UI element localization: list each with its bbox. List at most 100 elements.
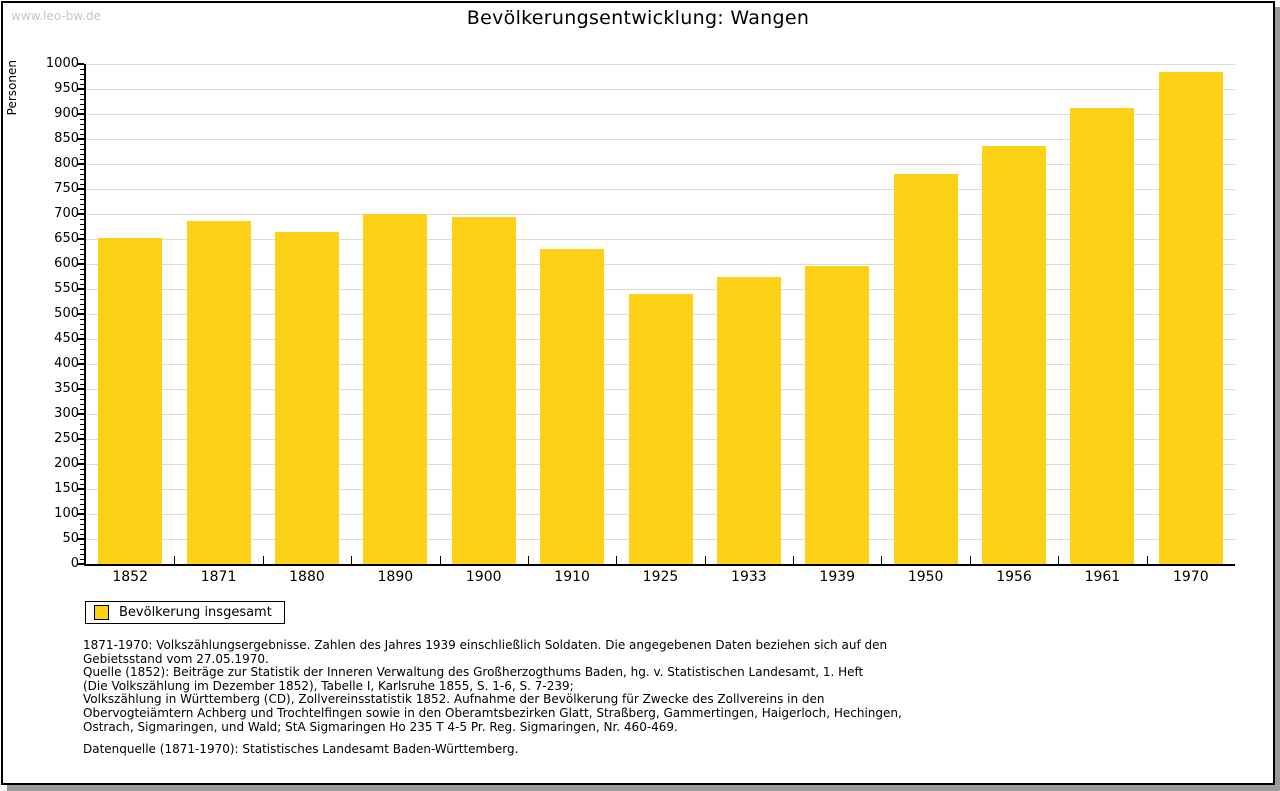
- y-tick-label: 400: [54, 356, 79, 371]
- x-tick-label: 1956: [996, 569, 1032, 585]
- gridline: [86, 138, 1235, 140]
- y-minor-tick: [80, 129, 84, 130]
- y-tick-label: 650: [54, 231, 79, 246]
- y-minor-tick: [80, 74, 84, 75]
- y-minor-tick: [80, 329, 84, 330]
- x-tick-label: 1933: [731, 569, 767, 585]
- legend: Bevölkerung insgesamt: [85, 601, 285, 624]
- y-minor-tick: [80, 219, 84, 220]
- bar: [451, 216, 516, 564]
- x-tick-label: 1871: [200, 569, 237, 585]
- y-minor-tick: [80, 284, 84, 285]
- y-tick-label: 50: [62, 531, 79, 546]
- y-minor-tick: [80, 384, 84, 385]
- y-minor-tick: [80, 474, 84, 475]
- footnote-sources: 1871-1970: Volkszählungsergebnisse. Zahl…: [83, 638, 902, 734]
- y-major-tick: [77, 113, 84, 115]
- y-minor-tick: [80, 99, 84, 100]
- y-major-tick: [77, 88, 84, 90]
- y-axis-labels: 0 50 100 150 200 250 300 350 400 450 500 550 600 650 7…: [3, 56, 79, 571]
- y-minor-tick: [80, 549, 84, 550]
- y-minor-tick: [80, 149, 84, 150]
- y-minor-tick: [80, 324, 84, 325]
- y-tick-label: 750: [54, 181, 79, 196]
- y-minor-tick: [80, 159, 84, 160]
- gridline: [86, 238, 1235, 240]
- y-major-tick: [77, 213, 84, 215]
- y-major-tick: [77, 63, 84, 65]
- y-major-tick: [77, 538, 84, 540]
- bar: [893, 174, 958, 564]
- y-minor-tick: [80, 484, 84, 485]
- y-minor-tick: [80, 194, 84, 195]
- y-major-tick: [77, 188, 84, 190]
- y-minor-tick: [80, 494, 84, 495]
- bar: [982, 145, 1047, 564]
- y-major-tick: [77, 513, 84, 515]
- gridline: [86, 288, 1235, 290]
- y-minor-tick: [80, 174, 84, 175]
- y-minor-tick: [80, 354, 84, 355]
- y-minor-tick: [80, 229, 84, 230]
- bar: [805, 265, 870, 564]
- y-minor-tick: [80, 79, 84, 80]
- y-major-tick: [77, 238, 84, 240]
- y-major-tick: [77, 363, 84, 365]
- y-minor-tick: [80, 374, 84, 375]
- x-axis-line: [84, 564, 1235, 566]
- gridline: [86, 188, 1235, 190]
- plot-area: [77, 63, 1235, 566]
- y-minor-tick: [80, 119, 84, 120]
- x-tick-label: 1961: [1084, 569, 1121, 585]
- footnotes: 1871-1970: Volkszählungsergebnisse. Zahl…: [83, 638, 1203, 757]
- y-tick-label: 950: [54, 81, 79, 96]
- y-minor-tick: [80, 459, 84, 460]
- y-axis-line: [84, 64, 86, 566]
- y-tick-label: 800: [54, 156, 79, 171]
- y-minor-tick: [80, 429, 84, 430]
- y-minor-tick: [80, 349, 84, 350]
- footnote-datasource: Datenquelle (1871-1970): Statistisches L…: [83, 742, 519, 757]
- y-minor-tick: [80, 529, 84, 530]
- gridline: [86, 113, 1235, 115]
- y-minor-tick: [80, 499, 84, 500]
- bar: [186, 221, 251, 564]
- y-tick-label: 850: [54, 131, 79, 146]
- legend-swatch-icon: [94, 605, 109, 620]
- x-tick-label: 1939: [819, 569, 856, 585]
- y-minor-tick: [80, 409, 84, 410]
- y-minor-tick: [80, 509, 84, 510]
- y-minor-tick: [80, 424, 84, 425]
- page-title: Bevölkerungsentwicklung: Wangen: [466, 7, 810, 29]
- y-minor-tick: [80, 524, 84, 525]
- y-major-tick: [77, 488, 84, 490]
- y-minor-tick: [80, 299, 84, 300]
- y-major-tick: [77, 563, 84, 565]
- gridline: [86, 163, 1235, 165]
- x-tick-label: 1910: [554, 569, 590, 585]
- y-minor-tick: [80, 504, 84, 505]
- y-minor-tick: [80, 84, 84, 85]
- x-boundary-tick: [1146, 556, 1148, 564]
- y-minor-tick: [80, 319, 84, 320]
- bar: [1158, 71, 1223, 564]
- y-major-tick: [77, 438, 84, 440]
- y-major-tick: [77, 413, 84, 415]
- y-minor-tick: [80, 559, 84, 560]
- y-minor-tick: [80, 144, 84, 145]
- bar: [98, 238, 163, 564]
- y-minor-tick: [80, 519, 84, 520]
- y-minor-tick: [80, 244, 84, 245]
- x-boundary-tick: [262, 556, 264, 564]
- y-minor-tick: [80, 104, 84, 105]
- y-tick-label: 200: [54, 456, 79, 471]
- y-minor-tick: [80, 269, 84, 270]
- y-major-tick: [77, 288, 84, 290]
- x-boundary-tick: [881, 556, 883, 564]
- legend-label: Bevölkerung insgesamt: [119, 605, 272, 620]
- y-minor-tick: [80, 199, 84, 200]
- y-tick-label: 350: [54, 381, 79, 396]
- y-minor-tick: [80, 419, 84, 420]
- x-boundary-tick: [704, 556, 706, 564]
- y-minor-tick: [80, 479, 84, 480]
